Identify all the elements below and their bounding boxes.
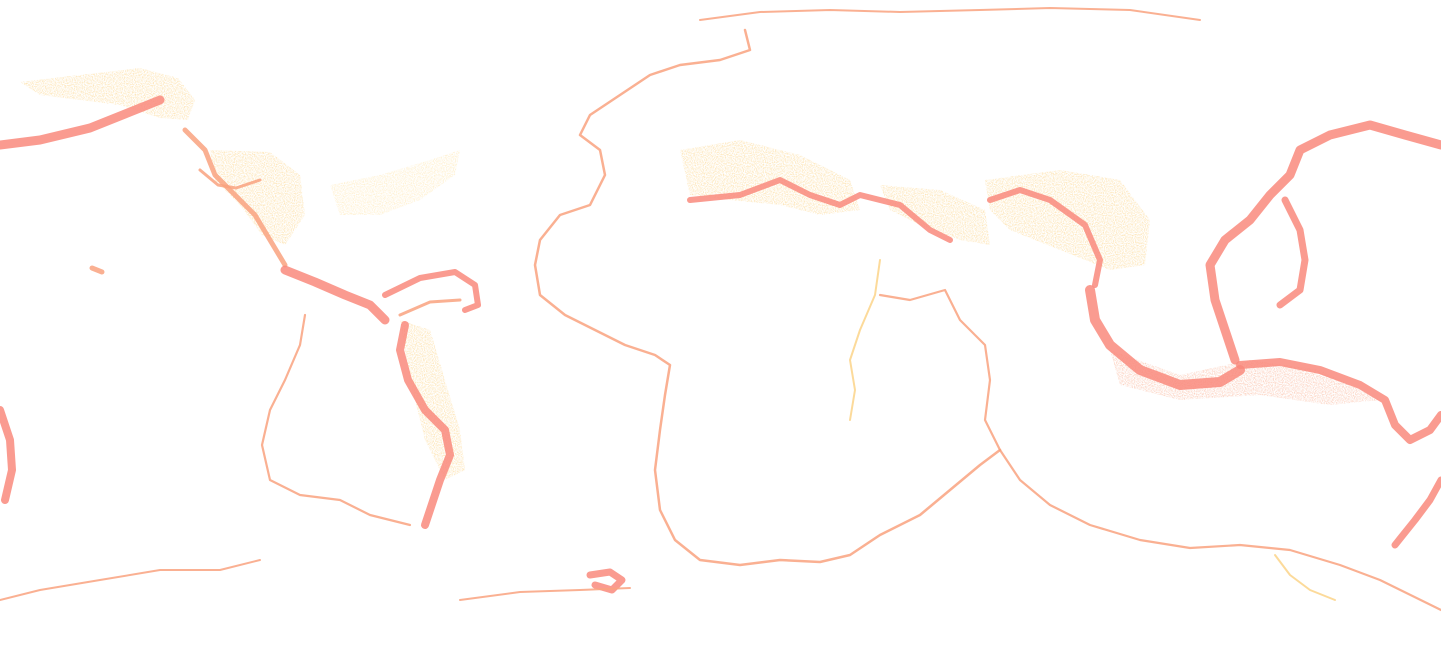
mid-atlantic-ridge: [533, 28, 1002, 567]
caribbean-south: [398, 298, 462, 317]
east-pacific-rise: [260, 313, 412, 527]
melanesian-arc: [1236, 358, 1441, 444]
east-african-rift: [849, 259, 881, 421]
indonesia-zone: [1110, 350, 1380, 405]
arctic-ridge: [699, 7, 1201, 21]
himalayan-belt: [987, 187, 1103, 288]
mid-pacific-hotspot: [89, 265, 105, 275]
scotia-arc: [586, 568, 626, 594]
sunda-arc: [1085, 285, 1245, 390]
mariana-arc: [1276, 196, 1309, 309]
southeast-indian-ridge: [998, 448, 1441, 612]
tonga-kermadec: [1391, 476, 1441, 549]
southern-ocean-ridge: [459, 587, 631, 601]
western-na-zone: [210, 150, 305, 245]
carlsberg-ridge: [878, 288, 1002, 452]
caribbean-arc: [382, 269, 481, 313]
western-pacific-arc: [1205, 120, 1441, 365]
pacific-antarctic-ridge: [0, 559, 261, 601]
alpide-belt: [687, 177, 953, 243]
diffuse-seismic-zones: [20, 68, 1380, 480]
alaska-zone: [20, 68, 195, 120]
west-tonga: [0, 406, 16, 504]
central-america-trench: [280, 265, 390, 325]
plate-boundary-belts: [0, 7, 1441, 612]
middle-east-zone: [880, 185, 990, 245]
andes-zone: [400, 320, 465, 480]
rockies-zone: [330, 150, 460, 215]
gulf-arc: [198, 168, 262, 190]
cascadia-belt: [182, 127, 288, 268]
aleutian-arc: [0, 95, 165, 150]
andes-subduction: [396, 321, 454, 529]
central-asia-zone: [985, 170, 1150, 270]
ne-pacific-hotspot: [1274, 554, 1336, 601]
